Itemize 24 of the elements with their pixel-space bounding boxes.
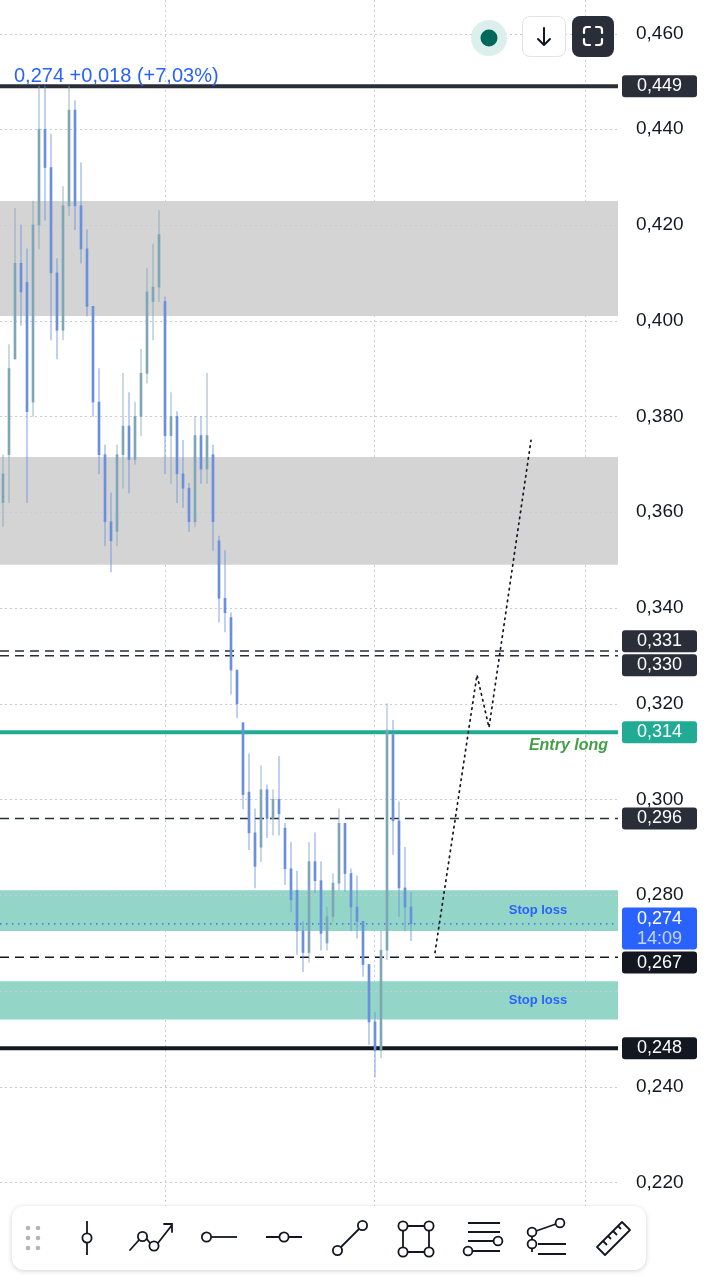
y-tick-label: 0,360 — [636, 500, 684, 522]
y-tick-label: 0,460 — [636, 21, 684, 43]
ref-line-label: 0,274 14:09 — [636, 907, 683, 948]
ref-line-label: 0,314 — [636, 721, 683, 742]
text: 0,274 +0,018 (+7,03%) — [14, 64, 219, 86]
y-tick-label: 0,380 — [636, 404, 684, 426]
y-tick-label: 0,340 — [636, 596, 684, 618]
annotation: Entry long — [528, 735, 609, 753]
y-tick-label: 0,280 — [636, 883, 684, 905]
y-tick-label: 0,240 — [636, 1074, 684, 1096]
ref-line-label: 0,296 — [636, 807, 683, 828]
y-tick-label: 0,440 — [636, 117, 684, 139]
y-tick-label: 0,420 — [636, 213, 684, 235]
band-label: Stop loss — [508, 991, 568, 1007]
y-tick-label: 0,220 — [636, 1170, 684, 1192]
ref-line-label: 0,331 — [636, 630, 683, 651]
y-tick-label: 0,400 — [636, 308, 684, 330]
ref-line-label: 0,330 — [636, 654, 683, 675]
band-label: Stop loss — [508, 902, 568, 918]
ref-line-label: 0,267 — [636, 951, 683, 972]
ref-line-label: 0,449 — [636, 75, 683, 96]
ref-line-label: 0,248 — [636, 1037, 683, 1058]
y-tick-label: 0,320 — [636, 691, 684, 713]
y-tick-label: 0,300 — [636, 787, 684, 809]
